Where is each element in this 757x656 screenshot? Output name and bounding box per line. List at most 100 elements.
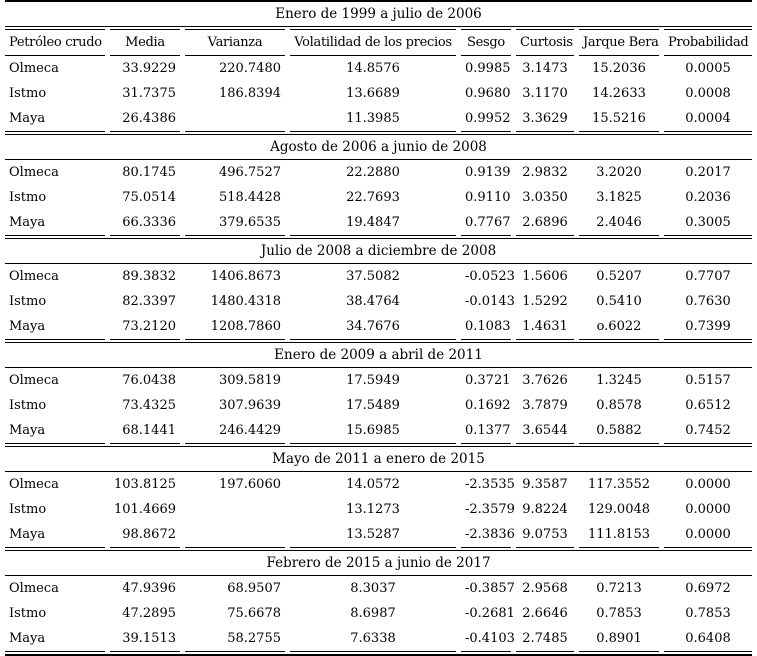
cell-curtosis: 3.7879 [522, 398, 568, 413]
table-row: Olmeca 89.3832 1406.8673 37.5082 -0.0523 1.56… [5, 264, 752, 289]
cell-varianza: 309.5819 [218, 373, 281, 388]
column-rule-segment [5, 547, 105, 548]
table-row: Olmeca 103.8125 197.6060 14.0572 -2.3535 9.35… [5, 472, 752, 497]
cell-media: 98.8672 [122, 527, 176, 542]
column-rule-segment [290, 131, 456, 132]
column-rule-segment [290, 339, 456, 340]
column-rule-segment [579, 55, 659, 56]
cell-varianza: 58.2755 [227, 631, 281, 646]
cell-volatilidad: 11.3985 [346, 111, 400, 126]
section-title: Agosto de 2006 a junio de 2008 [270, 139, 487, 155]
cell-media: 82.3397 [122, 294, 176, 309]
cell-probabilidad: 0.6972 [685, 581, 731, 596]
cell-curtosis: 3.1473 [522, 61, 568, 76]
cell-volatilidad: 37.5082 [346, 269, 400, 284]
column-rule-segment [516, 131, 574, 132]
cell-sesgo: 0.9952 [465, 111, 511, 126]
section-title: Febrero de 2015 a junio de 2017 [266, 555, 491, 571]
cell-curtosis: 1.5292 [522, 294, 568, 309]
column-rule-segment [461, 339, 511, 340]
cell-probabilidad: 0.0005 [685, 61, 731, 76]
cell-media: 76.0438 [122, 373, 176, 388]
rule-full [5, 575, 752, 576]
cell-jarque-bera: 15.5216 [592, 111, 646, 126]
cell-volatilidad: 14.0572 [346, 477, 400, 492]
column-rule-segment [5, 443, 105, 444]
column-rule-segment [185, 131, 285, 132]
section-title-row: Agosto de 2006 a junio de 2008 [5, 135, 752, 159]
cell-media: 73.4325 [122, 398, 176, 413]
cell-curtosis: 9.0753 [522, 527, 568, 542]
column-rule-segment [110, 235, 180, 236]
cell-sesgo: -2.3836 [465, 527, 515, 542]
cell-probabilidad: 0.0004 [685, 111, 731, 126]
cell-varianza: 246.4429 [218, 423, 281, 438]
cell-varianza: 68.9507 [227, 581, 281, 596]
cell-curtosis: 3.6544 [522, 423, 568, 438]
horizontal-rule [5, 446, 752, 447]
table-row: Istmo 47.2895 75.6678 8.6987 -0.2681 2.6646 0.… [5, 601, 752, 626]
horizontal-rule [5, 342, 752, 343]
row-label-olmeca: Olmeca [9, 477, 59, 492]
cell-volatilidad: 8.3037 [350, 581, 396, 596]
cell-curtosis: 2.9832 [522, 165, 568, 180]
column-header-row: Petróleo crudo Media Varianza Volatilidad d… [5, 30, 752, 55]
cell-probabilidad: 0.2017 [685, 165, 731, 180]
cell-probabilidad: 0.0000 [685, 527, 731, 542]
table-row: Olmeca 33.9229 220.7480 14.8576 0.9985 3.1473… [5, 56, 752, 81]
column-rule-segment [110, 651, 180, 652]
column-rule-segment [461, 547, 511, 548]
cell-sesgo: -0.0523 [465, 269, 515, 284]
table-row: Maya 26.4386 11.3985 0.9952 3.3629 15.5216 0.0… [5, 106, 752, 131]
table-row: Maya 66.3336 379.6535 19.4847 0.7767 2.6896 2.… [5, 210, 752, 235]
cell-sesgo: 0.7767 [465, 215, 511, 230]
cell-jarque-bera: 111.8153 [587, 527, 651, 542]
column-rule-segment [516, 443, 574, 444]
column-rule-segment [185, 339, 285, 340]
cell-media: 47.9396 [122, 581, 176, 596]
cell-volatilidad: 34.7676 [346, 319, 400, 334]
cell-varianza: 1406.8673 [210, 269, 281, 284]
cell-media: 73.2120 [122, 319, 176, 334]
cell-sesgo: 0.1377 [465, 423, 511, 438]
table-row: Olmeca 76.0438 309.5819 17.5949 0.3721 3.7626… [5, 368, 752, 393]
rule-segmented [5, 29, 752, 30]
cell-sesgo: -0.4103 [465, 631, 515, 646]
horizontal-rule [5, 0, 752, 2]
column-header-volatilidad: Volatilidad de los precios [294, 35, 452, 50]
column-rule-segment [516, 651, 574, 652]
cell-media: 68.1441 [122, 423, 176, 438]
cell-probabilidad: 0.7399 [685, 319, 731, 334]
section-title-row: Enero de 1999 a julio de 2006 [5, 2, 752, 26]
rule-segmented [5, 131, 752, 132]
section-title: Mayo de 2011 a enero de 2015 [272, 451, 485, 467]
cell-varianza: 1208.7860 [210, 319, 281, 334]
cell-sesgo: 0.9139 [465, 165, 511, 180]
row-label-maya: Maya [9, 527, 46, 542]
cell-jarque-bera: 3.2020 [596, 165, 642, 180]
cell-jarque-bera: o.6022 [596, 319, 642, 334]
row-label-olmeca: Olmeca [9, 581, 59, 596]
row-label-istmo: Istmo [9, 606, 47, 621]
row-label-istmo: Istmo [9, 294, 47, 309]
table-body: Enero de 1999 a julio de 2006 Petróleo cr… [5, 0, 752, 656]
rule-full [5, 26, 752, 27]
cell-jarque-bera: 0.8901 [596, 631, 642, 646]
cell-varianza: 518.4428 [218, 190, 281, 205]
table-row: Maya 98.8672 13.5287 -2.3836 9.0753 111.8153 0… [5, 522, 752, 547]
section-title: Enero de 1999 a julio de 2006 [275, 6, 482, 22]
column-rule-segment [461, 29, 511, 30]
rule-full [5, 342, 752, 343]
cell-sesgo: 0.9110 [465, 190, 511, 205]
cell-varianza: 75.6678 [227, 606, 281, 621]
column-rule-segment [579, 29, 659, 30]
column-rule-segment [579, 235, 659, 236]
cell-varianza: 220.7480 [218, 61, 281, 76]
cell-sesgo: 0.1083 [465, 319, 511, 334]
rule-full [5, 367, 752, 368]
horizontal-rule [5, 367, 752, 368]
column-rule-segment [185, 651, 285, 652]
rule-segmented [5, 443, 752, 444]
cell-probabilidad: 0.6408 [685, 631, 731, 646]
horizontal-rule [5, 550, 752, 551]
